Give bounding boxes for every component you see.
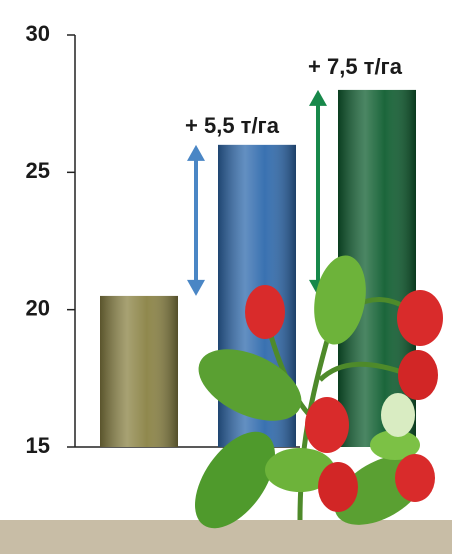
arrow-head [187,280,205,296]
y-tick-label: 25 [26,158,50,183]
annotation: + 5,5 т/га [185,113,280,138]
annotation: + 7,5 т/га [308,54,403,79]
y-tick-label: 20 [26,295,50,320]
bar-shine [100,296,178,447]
arrow-head [309,90,327,106]
chart: 15 20 25 30 + 5,5 т/га + 7,5 т/га [0,0,452,554]
y-tick-label: 15 [26,433,50,458]
arrow-head [187,145,205,161]
y-tick-label: 30 [26,21,50,46]
